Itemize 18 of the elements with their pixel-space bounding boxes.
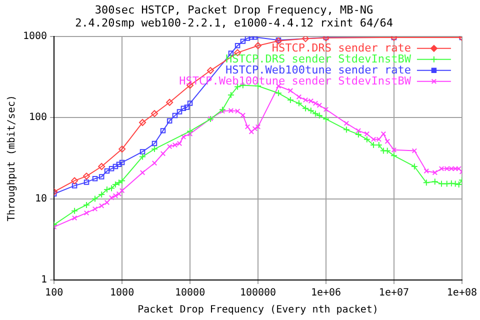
x-tick-label: 1000 (110, 288, 134, 299)
x-tick-label: 100 (45, 288, 64, 299)
y-tick-label: 10 (35, 193, 48, 204)
chart-subtitle: 2.4.20smp web100-2.2.1, e1000-4.4.12 rxint 64/64 (75, 16, 394, 30)
y-tick-label: 100 (29, 112, 48, 124)
x-tick-label: 10000 (174, 288, 206, 299)
x-tick-label: 1e+08 (446, 288, 478, 299)
x-tick-label: 1e+06 (310, 288, 342, 299)
legend-label: HSTCP.DRS sender StdevInstBW (226, 52, 412, 66)
x-axis-title: Packet Drop Frequency (Every nth packet) (138, 304, 378, 316)
legend-label: HSTCP.Web100tune sender rate (226, 63, 411, 76)
chart-title: 300sec HSTCP, Packet Drop Frequency, MB-NG (94, 3, 374, 16)
x-tick-label: 1e+07 (378, 288, 410, 299)
legend-label: HSTCP.DRS sender rate (272, 41, 411, 54)
x-tick-label: 100000 (240, 288, 276, 299)
y-axis-title: Throughput (mbit/sec) (6, 94, 18, 222)
y-tick-label: 1000 (22, 30, 48, 42)
y-tick-label: 1 (41, 274, 48, 286)
